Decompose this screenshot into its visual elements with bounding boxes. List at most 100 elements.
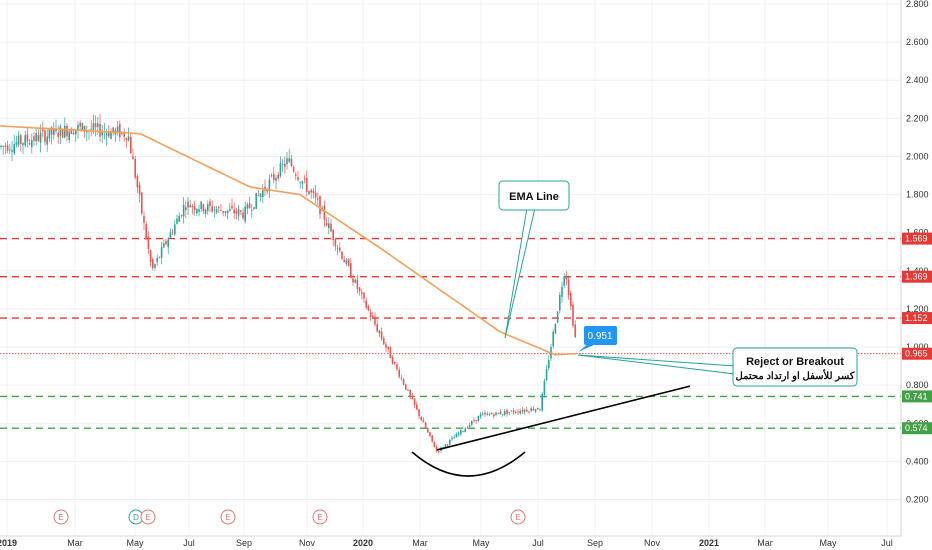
candle-body xyxy=(262,190,264,198)
candle-body xyxy=(235,210,238,214)
candle-body xyxy=(145,224,147,240)
x-tick-label: Mar xyxy=(412,538,428,548)
event-marker-label: E xyxy=(225,513,230,522)
candle-body xyxy=(429,432,431,436)
candle-body xyxy=(105,133,108,136)
candle-body xyxy=(444,444,447,447)
event-marker[interactable] xyxy=(312,509,328,525)
candle-body xyxy=(532,408,535,411)
y-tick-label: 2.600 xyxy=(906,37,929,47)
candle-body xyxy=(11,150,13,152)
candle-body xyxy=(449,439,451,445)
candle-body xyxy=(574,324,576,337)
candle-body xyxy=(22,143,24,146)
candle-body xyxy=(196,208,198,214)
candle-body xyxy=(374,316,376,325)
x-tick-label: Sep xyxy=(236,538,252,548)
candle-body xyxy=(424,422,427,429)
candle-body xyxy=(312,190,315,193)
event-marker[interactable] xyxy=(510,509,526,525)
ema-line xyxy=(0,125,577,356)
candle-body xyxy=(281,164,284,165)
candle-body xyxy=(495,412,497,415)
candlesticks xyxy=(0,114,576,454)
candle-body xyxy=(567,279,570,296)
event-marker[interactable] xyxy=(140,509,156,525)
candle-body xyxy=(534,409,537,412)
candle-body xyxy=(112,127,114,132)
candle-body xyxy=(81,123,84,131)
candle-body xyxy=(378,330,381,334)
candle-body xyxy=(539,409,541,411)
level-tag xyxy=(902,347,932,360)
candle-body xyxy=(2,146,4,147)
candle-body xyxy=(325,222,328,226)
candle-body xyxy=(185,207,187,211)
candle-body xyxy=(462,431,464,432)
event-marker-label: D xyxy=(133,513,139,522)
candle-body xyxy=(83,125,86,132)
event-marker[interactable] xyxy=(53,509,69,525)
candle-body xyxy=(136,175,139,188)
candle-body xyxy=(497,412,499,414)
candle-body xyxy=(418,409,420,417)
x-tick-label: May xyxy=(126,538,144,548)
candle-body xyxy=(127,136,130,141)
candle-body xyxy=(171,232,174,234)
candle-body xyxy=(75,129,77,135)
candle-body xyxy=(565,275,568,280)
candle-body xyxy=(526,409,528,412)
candle-body xyxy=(493,414,495,417)
candle-body xyxy=(158,256,161,258)
candle-body xyxy=(130,137,132,154)
x-tick-label: Mar xyxy=(757,538,773,548)
y-tick-label: 0.800 xyxy=(906,380,929,390)
candle-body xyxy=(288,158,290,162)
event-marker[interactable] xyxy=(220,509,236,525)
candle-body xyxy=(191,206,194,208)
candle-body xyxy=(343,259,345,263)
candle-body xyxy=(350,263,352,278)
candle-body xyxy=(17,135,20,145)
candle-body xyxy=(451,437,453,440)
y-tick-label: 2.400 xyxy=(906,75,929,85)
candle-body xyxy=(352,278,354,283)
price-tags: 1.569 1.369 1.152 0.965 0.741 0.574 xyxy=(902,232,932,435)
candle-body xyxy=(218,207,220,209)
candle-body xyxy=(398,369,400,377)
candle-body xyxy=(308,191,310,194)
candle-body xyxy=(556,311,559,323)
grid xyxy=(0,0,901,536)
candle-body xyxy=(53,127,55,136)
candle-body xyxy=(570,292,572,307)
candle-body xyxy=(240,210,242,212)
candle-body xyxy=(490,413,493,415)
candle-body xyxy=(257,194,260,196)
candle-body xyxy=(468,424,471,427)
candle-body xyxy=(152,259,154,269)
y-tick-label: 0.200 xyxy=(906,495,929,505)
candle-body xyxy=(61,129,64,138)
candle-body xyxy=(193,206,196,210)
candle-body xyxy=(387,346,389,349)
candle-body xyxy=(268,179,271,192)
candle-body xyxy=(202,204,205,212)
level-tag-label: 0.965 xyxy=(905,349,928,359)
candle-body xyxy=(31,140,33,148)
candle-body xyxy=(457,433,460,436)
candle-body xyxy=(64,125,66,138)
candle-body xyxy=(92,123,95,130)
ema-label-box xyxy=(498,180,570,211)
candle-body xyxy=(138,184,141,195)
candle-body xyxy=(506,409,508,414)
candle-body xyxy=(409,390,411,396)
candle-body xyxy=(396,364,398,369)
candle-body xyxy=(446,444,449,446)
reject-subtitle: كسر للأسفل او ارتداد محتمل xyxy=(736,370,855,382)
candle-body xyxy=(369,312,372,318)
ema-line-layer xyxy=(0,125,577,356)
candle-body xyxy=(123,132,125,137)
candle-body xyxy=(156,257,158,263)
